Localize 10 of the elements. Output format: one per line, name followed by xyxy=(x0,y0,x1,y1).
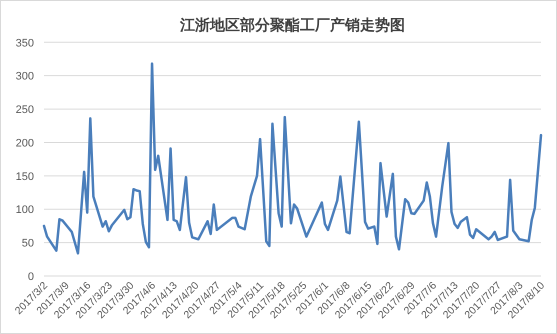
y-tick-label: 300 xyxy=(16,70,34,83)
y-tick-label: 150 xyxy=(16,170,34,183)
y-tick-label: 250 xyxy=(16,104,34,116)
y-tick-label: 100 xyxy=(16,204,34,216)
line-series xyxy=(42,62,542,255)
y-tick-label: 50 xyxy=(22,238,34,250)
y-tick-label: 200 xyxy=(16,137,34,150)
y-tick-label: 0 xyxy=(28,271,34,283)
y-tick-label: 350 xyxy=(16,37,34,50)
chart-title: 江浙地区部分聚酯工厂产销走势图 xyxy=(179,16,405,34)
